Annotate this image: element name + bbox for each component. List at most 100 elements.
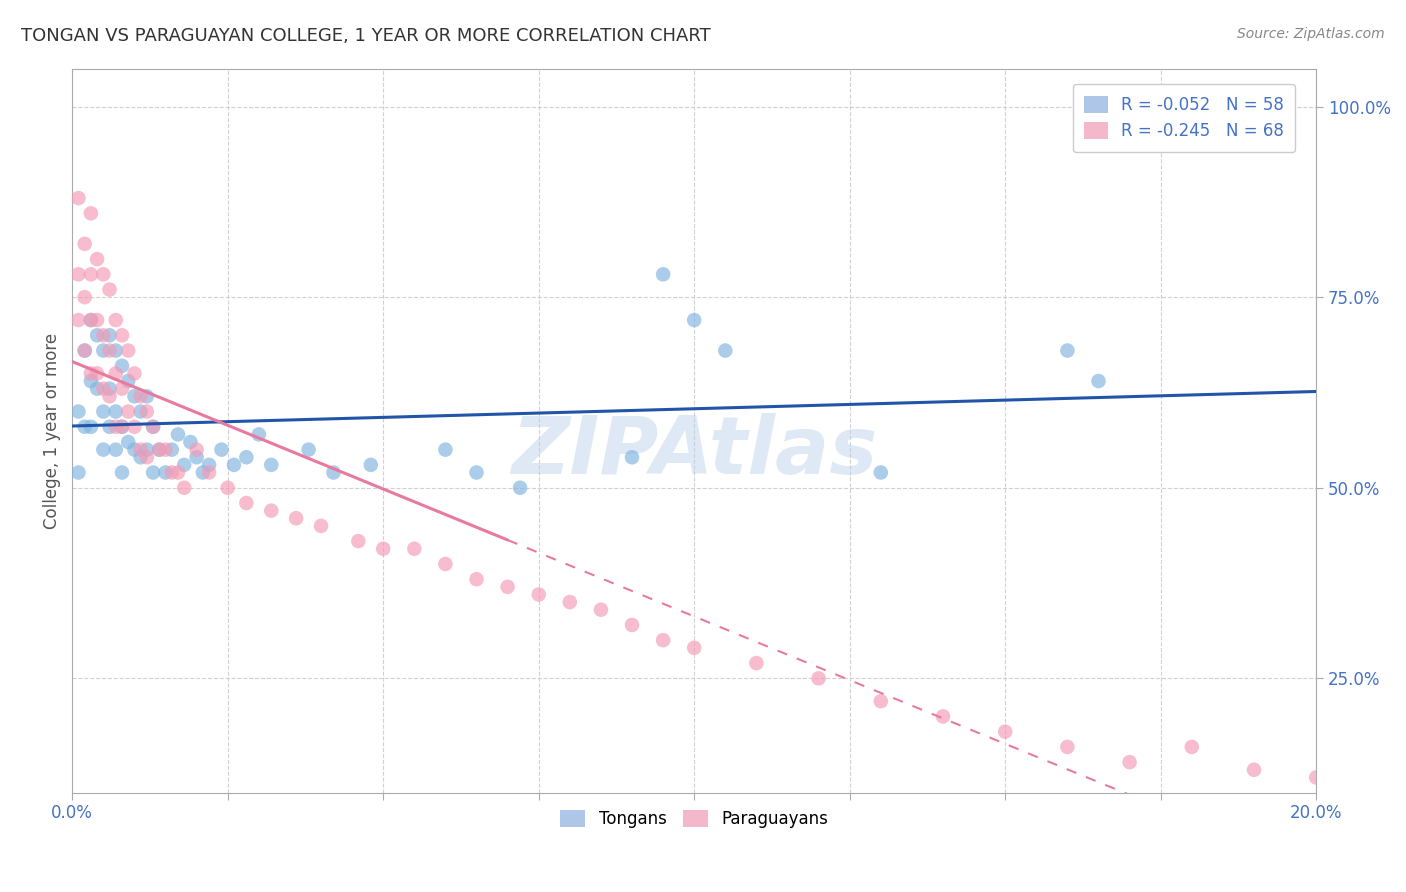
Point (80, 268, 103, 282)
Point (509, 481, 531, 495)
Point (621, 450, 644, 465)
Point (247, 427, 270, 442)
Point (173, 458, 195, 472)
Point (589, 603, 612, 617)
Point (104, 313, 127, 327)
Point (80, 367, 103, 381)
Point (260, 503, 283, 517)
Point (745, 656, 768, 670)
Point (235, 496, 257, 510)
Point (80, 313, 103, 327)
Point (360, 458, 382, 472)
Point (142, 419, 165, 434)
Point (155, 466, 177, 480)
Point (98, 328, 121, 343)
Point (73, 236, 96, 251)
Point (124, 419, 146, 434)
Point (98, 419, 121, 434)
Point (186, 442, 208, 457)
Point (91, 343, 114, 358)
Point (86, 252, 108, 266)
Point (167, 466, 190, 480)
Point (117, 374, 139, 388)
Point (285, 511, 308, 525)
Y-axis label: College, 1 year or more: College, 1 year or more (44, 333, 60, 529)
Point (67, 313, 90, 327)
Point (558, 595, 581, 609)
Text: ZIPAtlas: ZIPAtlas (512, 413, 877, 491)
Point (111, 419, 134, 434)
Point (91, 328, 114, 343)
Point (73, 343, 96, 358)
Point (994, 724, 1017, 739)
Point (111, 382, 134, 396)
Point (235, 450, 257, 465)
Point (91, 442, 114, 457)
Point (104, 343, 127, 358)
Point (67, 404, 90, 418)
Point (373, 541, 395, 556)
Point (148, 442, 170, 457)
Text: TONGAN VS PARAGUAYAN COLLEGE, 1 YEAR OR MORE CORRELATION CHART: TONGAN VS PARAGUAYAN COLLEGE, 1 YEAR OR … (21, 27, 711, 45)
Point (527, 587, 550, 601)
Point (124, 442, 146, 457)
Point (683, 640, 706, 655)
Point (117, 404, 139, 418)
Point (683, 313, 706, 327)
Point (465, 466, 488, 480)
Point (142, 466, 165, 480)
Point (111, 359, 134, 373)
Point (179, 435, 201, 450)
Point (98, 389, 121, 403)
Point (135, 404, 157, 418)
Point (80, 374, 103, 388)
Point (198, 458, 221, 472)
Point (86, 313, 108, 327)
Point (191, 466, 214, 480)
Point (160, 466, 183, 480)
Point (104, 404, 127, 418)
Point (91, 268, 114, 282)
Point (198, 466, 221, 480)
Point (652, 633, 675, 648)
Point (260, 458, 283, 472)
Point (80, 313, 103, 327)
Point (91, 382, 114, 396)
Point (135, 442, 157, 457)
Point (67, 268, 90, 282)
Point (309, 519, 332, 533)
Point (98, 343, 121, 358)
Point (80, 206, 103, 220)
Point (135, 389, 157, 403)
Point (98, 283, 121, 297)
Point (80, 419, 103, 434)
Point (434, 557, 457, 571)
Point (347, 534, 370, 549)
Point (1118, 755, 1140, 769)
Point (142, 419, 165, 434)
Point (129, 389, 152, 403)
Point (129, 442, 152, 457)
Point (932, 709, 955, 723)
Point (1243, 763, 1265, 777)
Point (129, 450, 152, 465)
Point (111, 419, 134, 434)
Point (1181, 739, 1204, 754)
Point (1056, 739, 1078, 754)
Point (211, 442, 233, 457)
Point (807, 671, 830, 685)
Point (86, 367, 108, 381)
Point (91, 404, 114, 418)
Point (167, 427, 190, 442)
Point (67, 191, 90, 205)
Point (135, 450, 157, 465)
Point (160, 442, 183, 457)
Point (173, 481, 195, 495)
Point (104, 367, 127, 381)
Point (1305, 771, 1327, 785)
Point (222, 458, 245, 472)
Point (714, 343, 737, 358)
Text: Source: ZipAtlas.com: Source: ZipAtlas.com (1237, 27, 1385, 41)
Point (129, 404, 152, 418)
Point (869, 694, 891, 708)
